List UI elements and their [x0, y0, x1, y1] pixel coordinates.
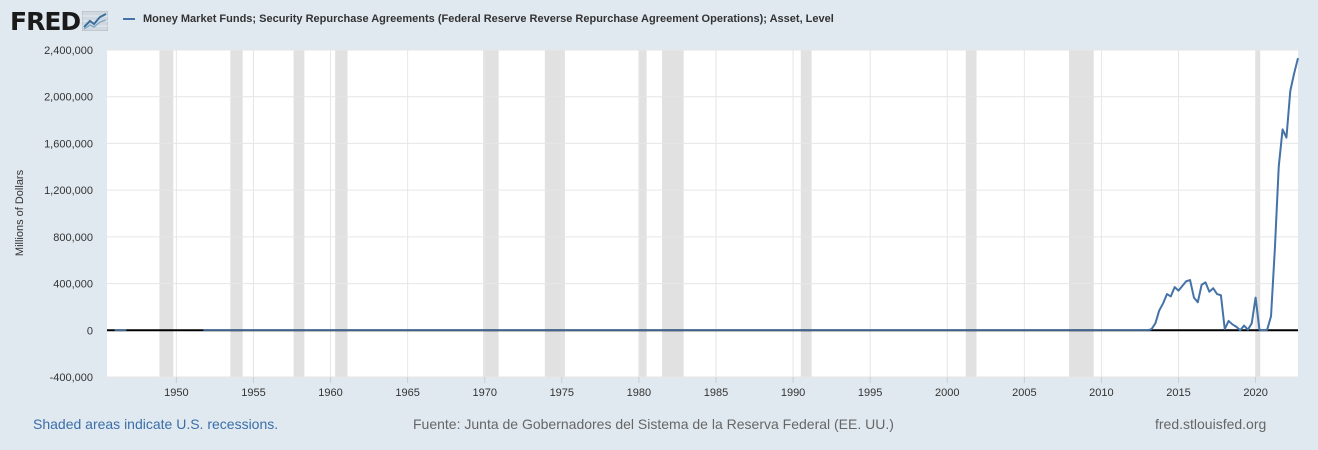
x-tick-label: 1990	[781, 387, 805, 399]
y-tick-label: 800,000	[53, 232, 93, 244]
legend-swatch	[123, 18, 135, 20]
chart-line-icon	[82, 11, 109, 31]
x-tick-label: 1965	[395, 387, 419, 399]
y-tick-label: 2,000,000	[44, 92, 93, 104]
source-note: Fuente: Junta de Gobernadores del Sistem…	[413, 416, 894, 432]
recession-band	[544, 50, 565, 377]
fred-logo[interactable]: FRED	[10, 6, 109, 36]
plot-background	[107, 50, 1298, 377]
x-tick-label: 1995	[858, 387, 882, 399]
site-link[interactable]: fred.stlouisfed.org	[1155, 416, 1267, 432]
recession-band	[1069, 50, 1094, 377]
recession-band	[965, 50, 977, 377]
fred-logo-text: FRED	[10, 6, 81, 36]
x-tick-label: 2015	[1166, 387, 1190, 399]
y-tick-label: 0	[87, 325, 93, 337]
x-tick-label: 1970	[472, 387, 496, 399]
recession-note-link[interactable]: Shaded areas indicate U.S. recessions.	[33, 416, 279, 432]
recession-band	[293, 50, 305, 377]
x-tick-label: 1950	[164, 387, 188, 399]
y-tick-label: 1,200,000	[44, 185, 93, 197]
y-tick-label: 2,400,000	[44, 45, 93, 57]
x-tick-label: 1980	[627, 387, 651, 399]
x-tick-label: 2010	[1089, 387, 1113, 399]
line-chart: 1950 1955 1960 1965 1970 1975 1980 1985 1990 1995…	[14, 45, 1299, 399]
recession-band	[335, 50, 348, 377]
y-tick-label: 1,600,000	[44, 138, 93, 150]
recession-band	[483, 50, 499, 377]
x-tick-label: 1985	[704, 387, 728, 399]
series-line	[1147, 57, 1299, 332]
x-tick-label: 1955	[241, 387, 265, 399]
series-title: Money Market Funds; Security Repurchase …	[143, 13, 834, 25]
y-tick-label: 400,000	[53, 279, 93, 291]
x-tick-label: 1975	[550, 387, 574, 399]
recession-band	[159, 50, 174, 377]
recession-band	[638, 50, 647, 377]
chart-legend: Money Market Funds; Security Repurchase …	[123, 13, 834, 25]
recession-band	[1255, 50, 1261, 377]
x-tick-label: 2005	[1012, 387, 1036, 399]
y-axis-label: Millions of Dollars	[14, 169, 26, 256]
y-tick-label: -400,000	[50, 372, 93, 384]
x-tick-label: 2020	[1243, 387, 1267, 399]
x-tick-label: 1960	[318, 387, 342, 399]
recession-band	[662, 50, 684, 377]
recession-band	[230, 50, 243, 377]
x-tick-label: 2000	[935, 387, 959, 399]
recession-band	[800, 50, 812, 377]
